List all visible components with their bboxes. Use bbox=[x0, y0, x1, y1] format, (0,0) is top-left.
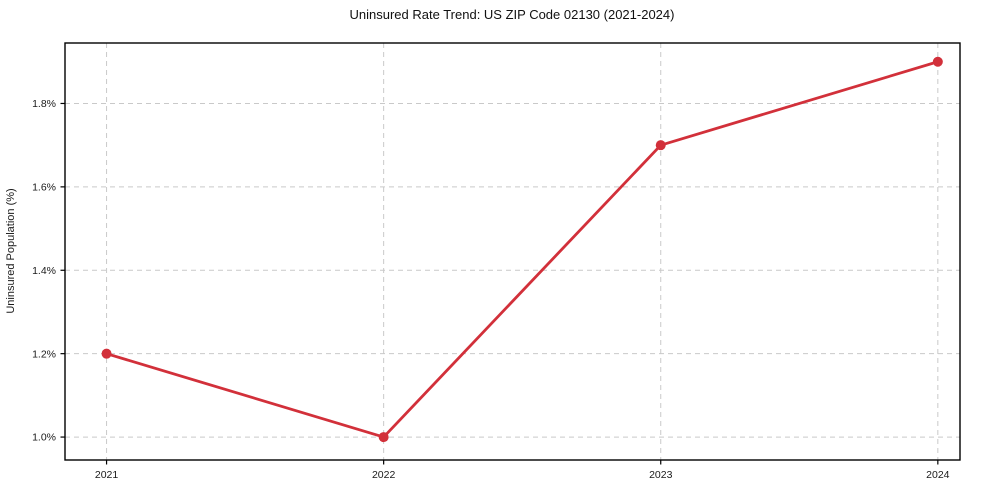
y-tick-label: 1.6% bbox=[32, 181, 56, 193]
y-tick-label: 1.0% bbox=[32, 432, 56, 444]
chart-title: Uninsured Rate Trend: US ZIP Code 02130 … bbox=[350, 7, 675, 22]
data-point-marker bbox=[655, 140, 666, 151]
plot-border bbox=[64, 42, 961, 461]
line-series-group bbox=[101, 56, 943, 443]
y-tick-label: 1.2% bbox=[32, 348, 56, 360]
data-point-marker bbox=[378, 432, 389, 443]
x-tick-label: 2024 bbox=[926, 469, 950, 481]
trend-line bbox=[105, 60, 940, 439]
y-tick-label: 1.8% bbox=[32, 98, 56, 110]
data-point-marker bbox=[101, 348, 112, 359]
x-tick-label: 2021 bbox=[95, 469, 119, 481]
data-point-marker bbox=[932, 56, 943, 67]
grid-group bbox=[65, 43, 960, 460]
x-tick-label: 2022 bbox=[372, 469, 396, 481]
y-tick-label: 1.4% bbox=[32, 265, 56, 277]
x-tick-label: 2023 bbox=[649, 469, 673, 481]
axis-group: 2021 2022 2023 2024 1.0% 1.2% 1.4% 1.6% 1.8% bbox=[32, 42, 961, 481]
y-axis-label: Uninsured Population (%) bbox=[5, 188, 17, 313]
